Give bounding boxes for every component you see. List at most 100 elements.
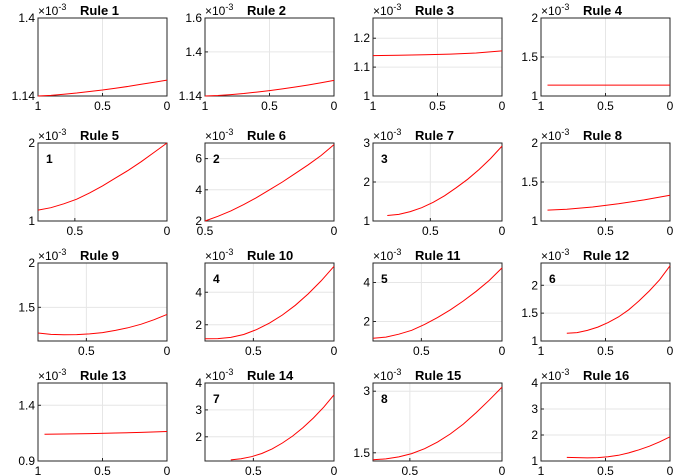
y-tick-label-12-1: 1.5	[521, 306, 538, 320]
subplot-title-13: Rule 13	[80, 368, 126, 383]
y-tick-label-4-0: 1	[531, 89, 538, 103]
y-tick-label-9-1: 2	[28, 256, 35, 270]
subplot-rule-5: 0.5 012 ×10-3 Rule 51	[28, 127, 170, 238]
y-tick-label-14-0: 2	[195, 430, 202, 444]
subplot-title-5: Rule 5	[80, 128, 119, 143]
y-tick-label-16-0: 1	[531, 454, 538, 468]
y-tick-label-16-2: 3	[531, 402, 538, 416]
x-tick-label-1-1: 0.5	[94, 99, 111, 113]
annotation-label-10: 4	[213, 272, 220, 286]
x-tick-label-15-1: 0	[499, 464, 506, 476]
exponent-label-9: ×10-3	[38, 247, 66, 263]
series-line-6-0	[204, 144, 335, 222]
exponent-power-5: -3	[58, 127, 66, 137]
annotation-label-6: 2	[213, 152, 220, 166]
subplot-rule-3: 1 0.5 0 1 1.1 1.2×10-3 Rule 3	[353, 2, 505, 113]
exponent-power-2: -3	[225, 2, 233, 12]
x-tick-label-1-0: 1	[35, 99, 42, 113]
y-tick-label-11-0: 2	[363, 315, 370, 329]
axes-box-9	[37, 262, 168, 342]
y-tick-label-8-2: 2	[531, 136, 538, 150]
series-line-14-0	[230, 394, 335, 461]
series-line-3-0	[372, 50, 503, 57]
exponent-power-10: -3	[225, 247, 233, 257]
x-tick-label-7-1: 0	[499, 224, 506, 238]
subplot-title-3: Rule 3	[415, 3, 454, 18]
subplot-title-15: Rule 15	[415, 368, 461, 383]
exponent-label-5: ×10-3	[38, 127, 66, 143]
x-tick-label-4-2: 0	[667, 99, 674, 113]
series-line-16-0	[566, 436, 671, 459]
x-tick-label-14-1: 0	[331, 464, 338, 476]
series-line-12-0	[566, 265, 671, 334]
axes-box-6	[204, 142, 335, 222]
subplot-title-14: Rule 14	[247, 368, 294, 383]
subplot-rule-14: 0.5 0 2 3 4 ×10-3 Rule 14 7	[195, 367, 337, 476]
x-tick-label-8-0: 0.5	[597, 224, 614, 238]
y-tick-label-3-0: 1	[363, 89, 370, 103]
y-tick-label-9-0: 1.5	[18, 300, 35, 314]
y-tick-label-7-2: 3	[363, 136, 370, 150]
y-tick-label-14-2: 4	[195, 376, 202, 390]
x-tick-label-2-1: 0.5	[261, 99, 278, 113]
exponent-label-15: ×10-3	[373, 367, 401, 383]
exponent-power-6: -3	[225, 127, 233, 137]
y-tick-label-4-1: 1.5	[521, 50, 538, 64]
subplot-title-9: Rule 9	[80, 248, 119, 263]
subplot-title-1: Rule 1	[80, 3, 119, 18]
x-tick-label-13-2: 0	[164, 464, 171, 476]
series-line-2-0	[204, 79, 335, 97]
exponent-label-14: ×10-3	[205, 367, 233, 383]
exponent-label-11: ×10-3	[373, 247, 401, 263]
subplot-rule-11: 0.5 0 2 4×10-3 Rule 11 5	[363, 247, 505, 358]
x-tick-label-9-0: 0.5	[78, 344, 95, 358]
x-tick-label-12-2: 0	[667, 344, 674, 358]
subplot-rule-9: 0.5 0 1.5 2 ×10-3 Rule 9	[18, 247, 170, 358]
y-tick-label-7-0: 1	[363, 214, 370, 228]
x-tick-label-5-1: 0	[164, 224, 171, 238]
axes-box-5	[37, 142, 168, 222]
y-tick-label-16-1: 2	[531, 428, 538, 442]
subplot-rule-8: 0.5 0 1 1.5 2 ×10-3 Rule 8	[521, 127, 673, 238]
subplot-title-10: Rule 10	[247, 248, 293, 263]
exponent-power-12: -3	[561, 247, 569, 257]
x-tick-label-2-2: 0	[331, 99, 338, 113]
y-tick-label-11-1: 4	[363, 276, 370, 290]
series-line-13-0	[44, 431, 168, 435]
x-tick-label-14-0: 0.5	[245, 464, 262, 476]
x-tick-label-1-2: 0	[164, 99, 171, 113]
x-tick-label-13-1: 0.5	[94, 464, 111, 476]
x-tick-label-11-0: 0.5	[413, 344, 430, 358]
y-tick-label-5-0: 1	[28, 214, 35, 228]
exponent-label-3: ×10-3	[373, 2, 401, 18]
x-tick-label-12-0: 1	[538, 344, 545, 358]
exponent-label-12: ×10-3	[541, 247, 569, 263]
y-tick-label-12-0: 1	[531, 334, 538, 348]
x-tick-label-7-0: 0.5	[422, 224, 439, 238]
y-tick-label-8-1: 1.5	[521, 175, 538, 189]
series-line-8-0	[547, 194, 671, 211]
y-tick-label-12-2: 2	[531, 278, 538, 292]
axes-box-14	[204, 382, 335, 462]
y-tick-label-14-1: 3	[195, 403, 202, 417]
y-tick-label-1-0: 1.14	[12, 89, 36, 103]
axes-box-15	[372, 382, 503, 462]
exponent-power-7: -3	[393, 127, 401, 137]
annotation-label-12: 6	[549, 272, 556, 286]
y-tick-label-8-0: 1	[531, 214, 538, 228]
x-tick-label-9-1: 0	[164, 344, 171, 358]
x-tick-label-3-1: 0.5	[429, 99, 446, 113]
subplot-rule-12: 1 0.5 0 1 1.5 2 ×10-3 Rule 12 6	[521, 247, 673, 358]
exponent-power-16: -3	[561, 367, 569, 377]
x-tick-label-10-1: 0	[331, 344, 338, 358]
series-line-9-0	[37, 313, 168, 336]
y-tick-label-10-0: 2	[195, 318, 202, 332]
exponent-label-1: ×10-3	[38, 2, 66, 18]
x-tick-label-6-1: 0	[331, 224, 338, 238]
exponent-power-11: -3	[393, 247, 401, 257]
subplot-rule-10: 0.5 0 2 4 ×10-3 Rule 10 4	[195, 247, 337, 358]
exponent-power-14: -3	[225, 367, 233, 377]
subplot-title-16: Rule 16	[583, 368, 629, 383]
